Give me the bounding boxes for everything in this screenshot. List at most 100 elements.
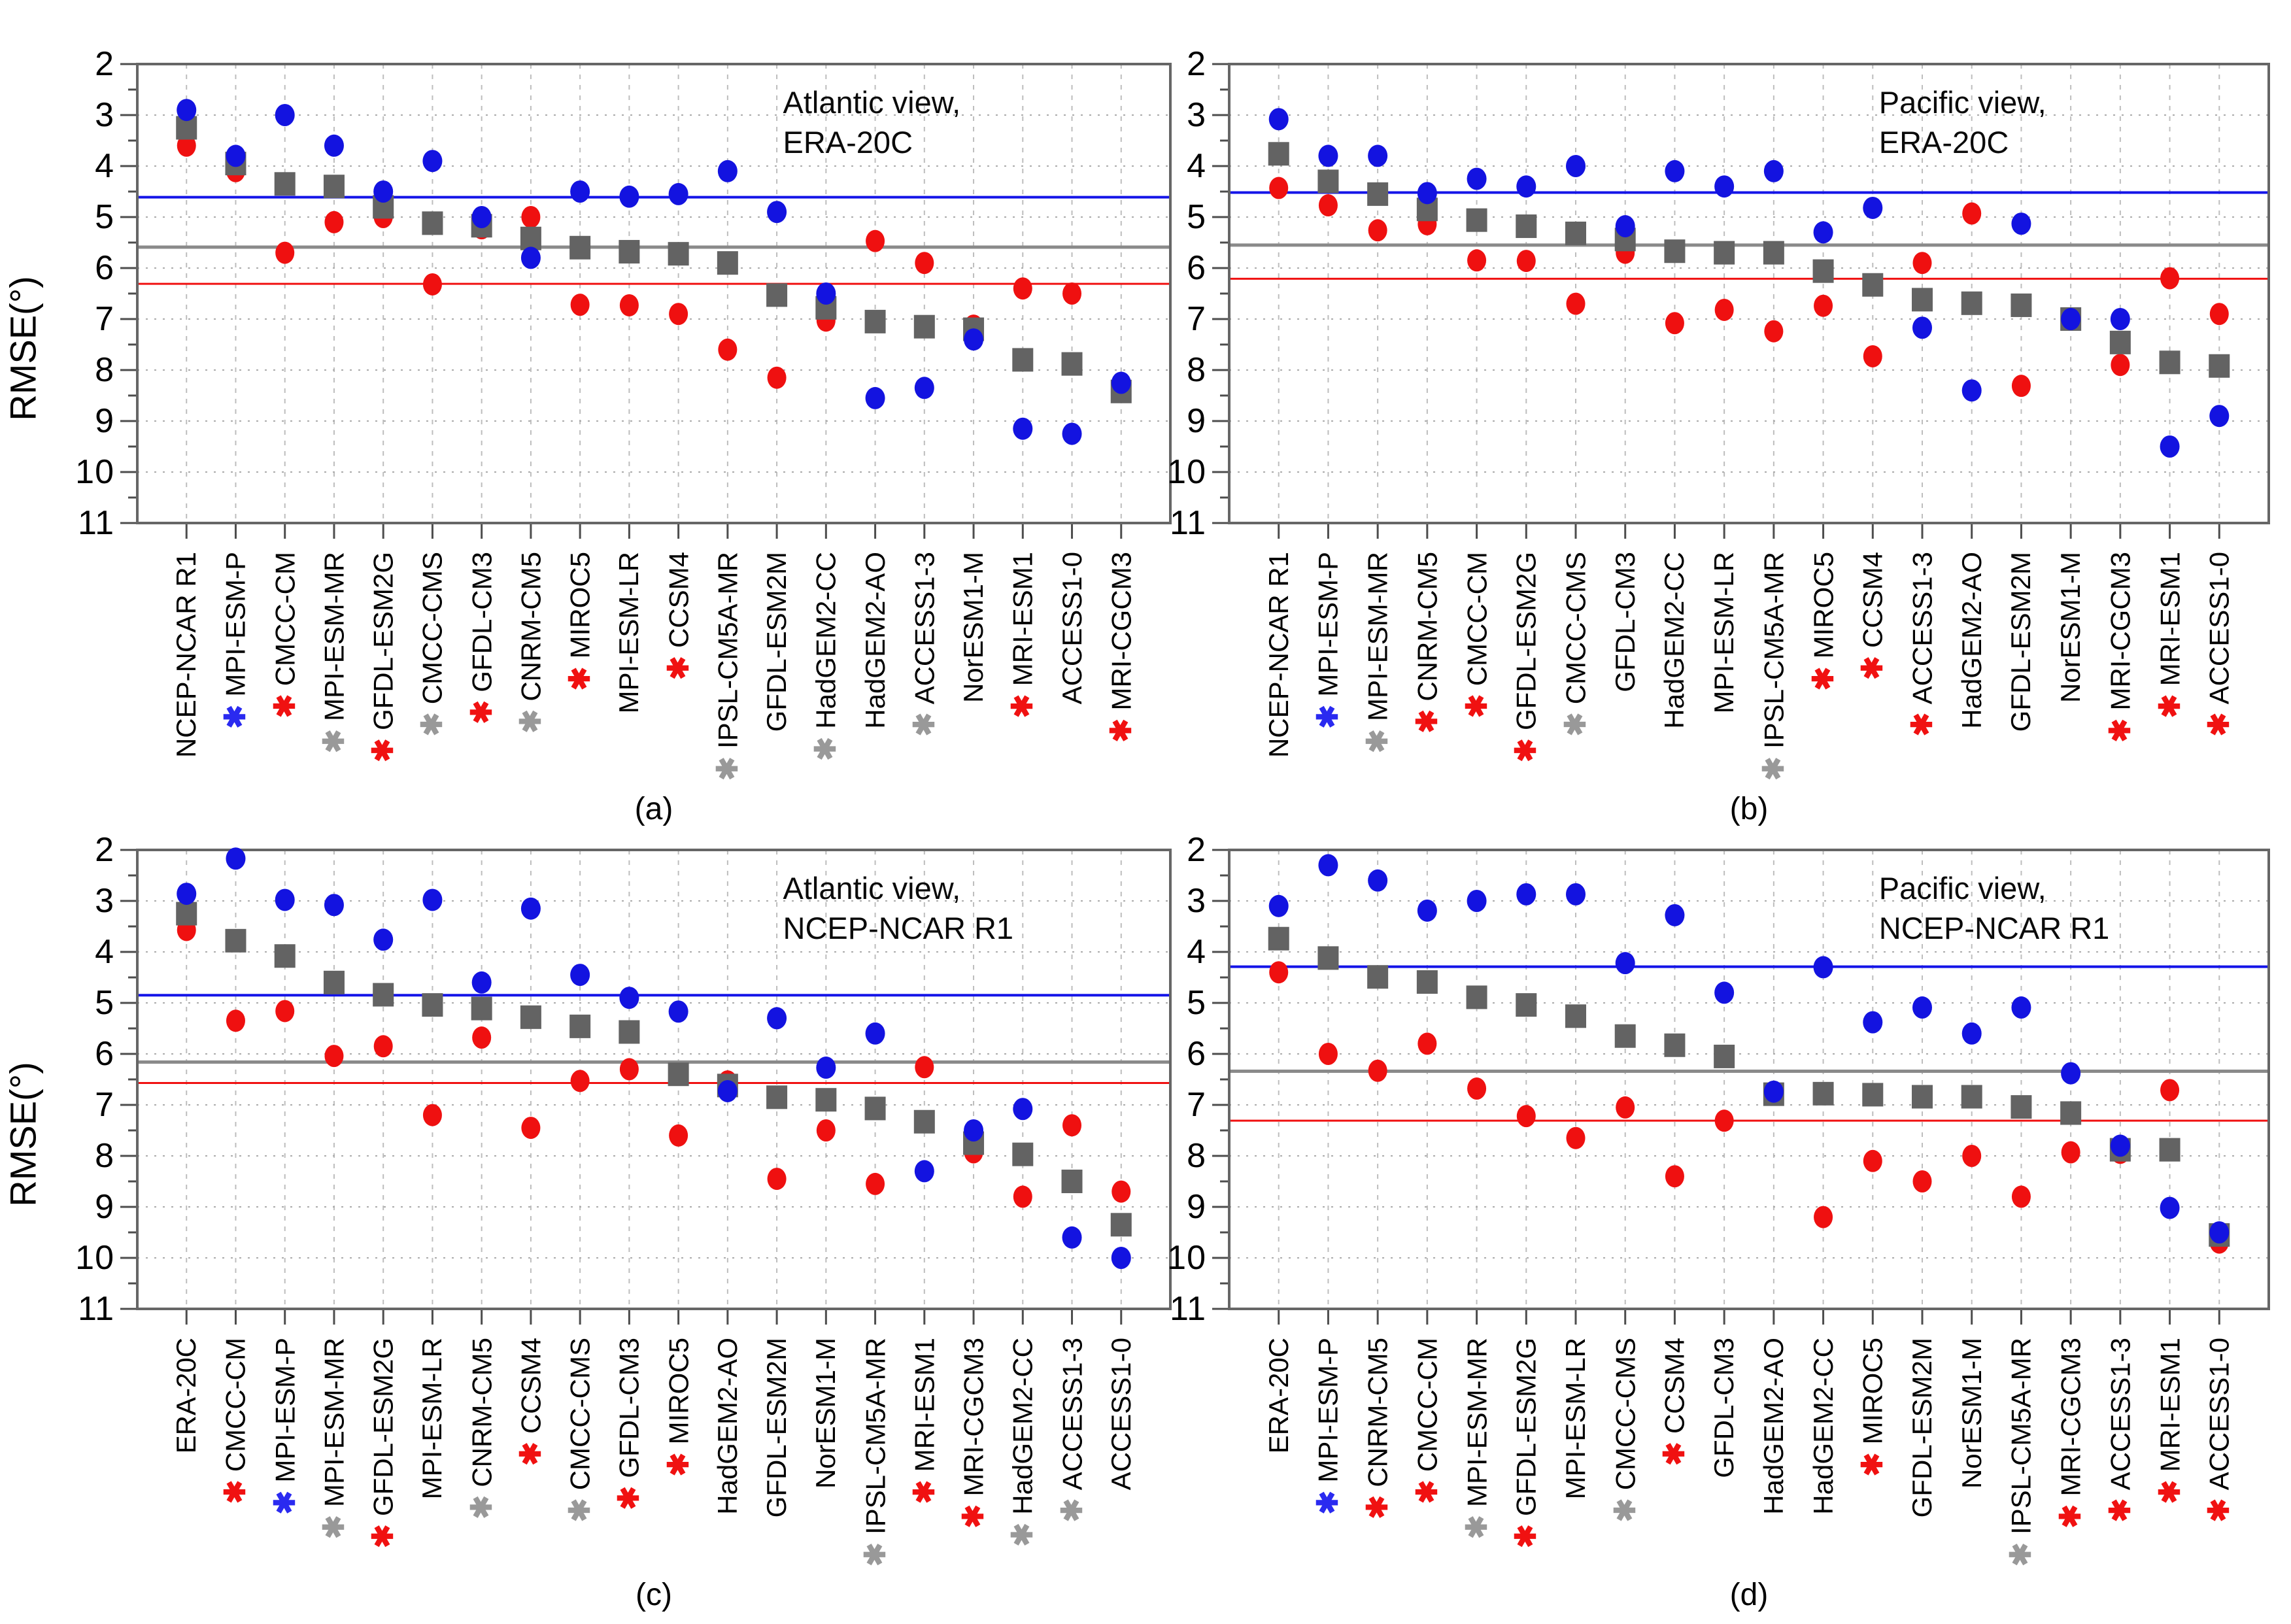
significance-asterisk-red: ✱ — [2203, 704, 2235, 737]
marker-blue — [1863, 1011, 1883, 1034]
marker-red — [816, 1119, 836, 1142]
model-label: GFDL-ESM2M — [1907, 1338, 1938, 1517]
marker-gray — [225, 928, 246, 953]
model-name: MIROC5 — [1857, 1338, 1888, 1445]
model-name: GFDL-CM3 — [1609, 552, 1640, 692]
significance-asterisk-gray: ✱ — [1056, 1490, 1089, 1523]
marker-blue — [1467, 167, 1487, 190]
model-name: CNRM-CM5 — [1362, 1338, 1393, 1487]
model-label: NorESM1-M — [810, 1338, 841, 1489]
y-tick-label: 2 — [1187, 831, 1206, 869]
model-label: NorESM1-M — [1956, 1338, 1988, 1489]
marker-gray — [1714, 241, 1735, 265]
y-tick-label: 10 — [75, 1239, 114, 1277]
marker-red — [866, 1172, 885, 1195]
model-label: HadGEM2-AO — [712, 1338, 743, 1515]
marker-gray — [1664, 239, 1686, 263]
significance-asterisk-red: ✱ — [1807, 658, 1840, 691]
model-name: HadGEM2-AO — [859, 552, 891, 729]
marker-blue — [1417, 899, 1437, 922]
marker-gray — [569, 1014, 591, 1038]
marker-red — [1318, 1043, 1338, 1065]
marker-red — [619, 1058, 639, 1081]
y-tick-label: 6 — [1187, 1035, 1206, 1073]
model-name: HadGEM2-AO — [711, 1338, 743, 1515]
marker-blue — [324, 894, 344, 917]
panel-title-line: Atlantic view, — [783, 85, 961, 120]
marker-blue — [1961, 1022, 1982, 1045]
model-name: CMCC-CMS — [1610, 1338, 1641, 1491]
model-name: MPI-ESM-LR — [1708, 552, 1740, 714]
significance-asterisk-gray: ✱ — [1361, 720, 1394, 754]
y-tick-label: 6 — [1187, 249, 1206, 287]
model-name: HadGEM2-CC — [810, 552, 841, 729]
marker-blue — [1013, 1098, 1033, 1121]
panel-title-line: Pacific view, — [1878, 871, 2046, 905]
y-tick-label: 4 — [1187, 147, 1206, 185]
model-name: ACCESS1-3 — [909, 552, 940, 705]
model-label: ✱ CMCC-CMS — [1608, 1338, 1642, 1522]
marker-gray — [1812, 259, 1834, 283]
model-name: ERA-20C — [171, 1338, 202, 1454]
marker-gray — [1516, 214, 1537, 239]
panel-title-line: NCEP-NCAR R1 — [1878, 911, 2110, 946]
model-label: ✱ CMCC-CM — [1410, 1338, 1444, 1504]
model-name: MIROC5 — [663, 1338, 694, 1445]
marker-red — [2011, 1185, 2031, 1208]
marker-gray — [422, 993, 443, 1017]
model-label: HadGEM2-AO — [1956, 552, 1988, 729]
marker-blue — [1566, 883, 1586, 905]
model-label: GFDL-CM3 — [1708, 1338, 1740, 1478]
marker-gray — [569, 235, 591, 260]
significance-asterisk-red: ✱ — [2104, 710, 2137, 743]
marker-blue — [717, 1079, 738, 1102]
marker-gray — [717, 251, 738, 275]
marker-gray — [1061, 352, 1083, 376]
model-label: ✱ CMCC-CMS — [416, 552, 449, 736]
marker-blue — [2160, 435, 2180, 458]
marker-blue — [226, 847, 246, 870]
model-label: ✱ ACCESS1-3 — [908, 552, 941, 737]
model-name: MRI-ESM1 — [909, 1338, 940, 1472]
model-label: ERA-20C — [171, 1338, 202, 1453]
y-tick-label: 4 — [95, 933, 114, 971]
model-label: ✱ MRI-CGCM3 — [957, 1338, 991, 1529]
model-name: ACCESS1-3 — [2105, 1338, 2136, 1491]
model-name: GFDL-ESM2M — [1907, 1338, 1937, 1518]
panel-letter-a: (a) — [634, 792, 673, 826]
marker-blue — [177, 883, 197, 905]
model-label: ✱ GFDL-CM3 — [613, 1338, 646, 1510]
significance-asterisk-red: ✱ — [1510, 730, 1542, 763]
marker-blue — [2061, 308, 2081, 330]
marker-blue — [964, 1119, 984, 1142]
significance-asterisk-red: ✱ — [1411, 701, 1444, 734]
y-tick-label: 10 — [1167, 453, 1206, 491]
marker-red — [1863, 345, 1882, 367]
marker-blue — [1961, 379, 1982, 402]
y-tick-label: 4 — [95, 147, 114, 185]
model-label: GFDL-ESM2M — [761, 1338, 792, 1517]
marker-red — [1764, 320, 1784, 343]
y-tick-label: 6 — [95, 249, 114, 287]
panel-title-line: ERA-20C — [783, 125, 913, 160]
marker-red — [2160, 1079, 2180, 1102]
marker-gray — [520, 226, 541, 250]
y-tick-label: 5 — [95, 984, 114, 1022]
y-tick-label: 8 — [1187, 1137, 1206, 1175]
model-label: ✱ MPI-ESM-P — [1312, 1338, 1345, 1515]
model-label: NCEP-NCAR R1 — [1263, 552, 1295, 758]
marker-blue — [471, 971, 492, 994]
marker-red — [1013, 277, 1032, 300]
marker-red — [1912, 1170, 1932, 1193]
marker-blue — [1714, 175, 1735, 198]
significance-asterisk-gray: ✱ — [564, 1490, 596, 1523]
plot-border — [1228, 849, 2270, 1310]
model-label: ✱ IPSL-CM5A-MR — [711, 552, 744, 781]
model-name: GFDL-CM3 — [466, 552, 498, 692]
marker-blue — [1368, 144, 1388, 167]
model-name: MPI-ESM-LR — [416, 1338, 448, 1500]
marker-blue — [668, 1000, 688, 1023]
marker-gray — [1862, 1083, 1884, 1107]
marker-blue — [1665, 160, 1685, 182]
